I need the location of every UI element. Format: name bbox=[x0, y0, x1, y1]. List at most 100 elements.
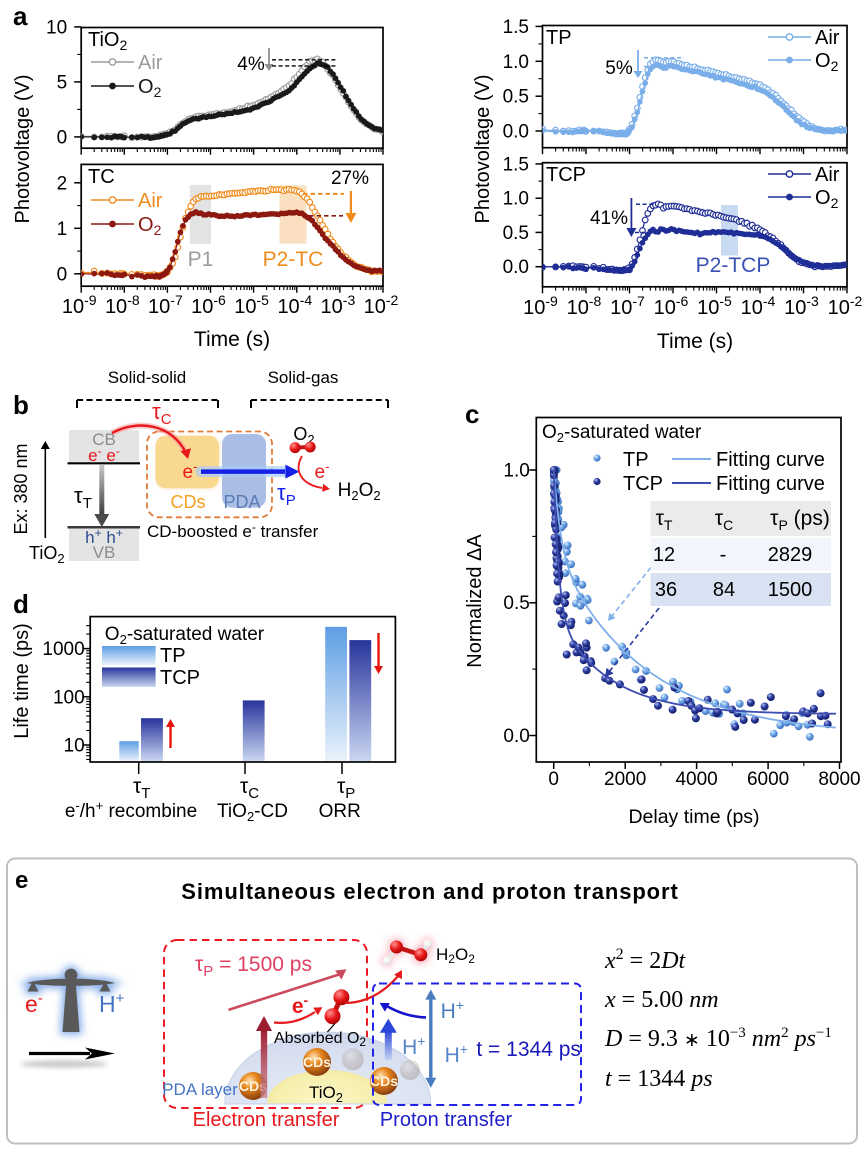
svg-text:TP: TP bbox=[546, 27, 572, 49]
svg-text:5: 5 bbox=[57, 72, 68, 93]
svg-text:H2O2: H2O2 bbox=[338, 480, 381, 503]
svg-text:Simultaneous electron and prot: Simultaneous electron and proton transpo… bbox=[181, 879, 678, 904]
svg-text:84: 84 bbox=[713, 579, 735, 601]
svg-text:2: 2 bbox=[57, 173, 68, 194]
svg-text:1500: 1500 bbox=[768, 579, 813, 601]
svg-text:CD-boosted e- transfer: CD-boosted e- transfer bbox=[147, 520, 319, 541]
svg-text:Absorbed O2: Absorbed O2 bbox=[274, 1030, 366, 1049]
svg-text:8000: 8000 bbox=[818, 769, 860, 790]
svg-text:Delay time (ps): Delay time (ps) bbox=[628, 806, 759, 828]
svg-text:τP = 1500 ps: τP = 1500 ps bbox=[195, 953, 312, 980]
svg-text:5%: 5% bbox=[605, 58, 633, 79]
svg-text:Photovoltage (V): Photovoltage (V) bbox=[472, 75, 494, 224]
svg-text:27%: 27% bbox=[331, 168, 369, 189]
svg-text:0: 0 bbox=[548, 769, 559, 790]
svg-text:CDs: CDs bbox=[239, 1078, 267, 1094]
svg-text:10-3: 10-3 bbox=[321, 292, 356, 318]
svg-text:d: d bbox=[13, 589, 29, 619]
svg-text:-: - bbox=[720, 544, 727, 566]
svg-text:Electron transfer: Electron transfer bbox=[193, 1109, 340, 1131]
svg-text:0.5: 0.5 bbox=[503, 223, 529, 244]
svg-text:Normalized ΔA: Normalized ΔA bbox=[464, 534, 486, 668]
svg-text:0.0: 0.0 bbox=[503, 122, 529, 143]
svg-text:t = 1344 ps: t = 1344 ps bbox=[605, 1066, 713, 1092]
svg-text:Air: Air bbox=[138, 190, 163, 212]
svg-text:6000: 6000 bbox=[747, 769, 789, 790]
svg-text:CB: CB bbox=[92, 430, 116, 449]
svg-text:D = 9.3 ∗ 10−3 nm2 ps−1: D = 9.3 ∗ 10−3 nm2 ps−1 bbox=[604, 1025, 832, 1052]
svg-text:Air: Air bbox=[815, 27, 840, 49]
svg-text:x = 5.00 nm: x = 5.00 nm bbox=[604, 987, 719, 1013]
svg-text:12: 12 bbox=[653, 544, 675, 566]
svg-text:CDs: CDs bbox=[303, 1054, 331, 1070]
svg-text:TP: TP bbox=[623, 449, 649, 471]
svg-text:TC: TC bbox=[88, 166, 115, 188]
svg-text:1000: 1000 bbox=[42, 639, 84, 660]
svg-text:e-/h+ recombine: e-/h+ recombine bbox=[65, 798, 197, 822]
svg-text:Air: Air bbox=[815, 164, 840, 186]
svg-text:41%: 41% bbox=[590, 208, 628, 229]
svg-text:e- e-: e- e- bbox=[88, 444, 120, 465]
svg-text:TCP: TCP bbox=[160, 667, 200, 689]
svg-text:t = 1344 ps: t = 1344 ps bbox=[476, 1038, 581, 1061]
svg-text:H2O2: H2O2 bbox=[436, 945, 475, 966]
svg-text:b: b bbox=[13, 390, 29, 420]
svg-text:10: 10 bbox=[46, 17, 67, 38]
svg-text:e: e bbox=[15, 867, 28, 894]
svg-text:1.0: 1.0 bbox=[503, 189, 529, 210]
svg-text:TiO2: TiO2 bbox=[309, 1083, 343, 1105]
svg-text:10-8: 10-8 bbox=[105, 292, 140, 318]
svg-text:1: 1 bbox=[57, 219, 68, 240]
svg-text:Time (s): Time (s) bbox=[194, 328, 270, 351]
svg-text:10-7: 10-7 bbox=[610, 293, 645, 319]
svg-text:0: 0 bbox=[57, 127, 68, 148]
svg-text:P2-TCP: P2-TCP bbox=[696, 254, 771, 277]
svg-text:O2-saturated water: O2-saturated water bbox=[105, 624, 265, 647]
svg-text:P1: P1 bbox=[188, 248, 214, 271]
svg-text:Photovoltage (V): Photovoltage (V) bbox=[12, 75, 34, 224]
svg-text:Air: Air bbox=[138, 52, 163, 74]
svg-text:0.0: 0.0 bbox=[503, 726, 529, 747]
svg-text:Proton transfer: Proton transfer bbox=[380, 1109, 513, 1131]
svg-text:4%: 4% bbox=[237, 54, 265, 75]
svg-text:TP: TP bbox=[160, 645, 186, 667]
svg-text:Fitting curve: Fitting curve bbox=[716, 473, 825, 495]
svg-text:TiO2: TiO2 bbox=[29, 543, 65, 566]
svg-text:x2 = 2Dt: x2 = 2Dt bbox=[604, 946, 687, 974]
svg-text:10: 10 bbox=[64, 736, 85, 757]
svg-text:Time (s): Time (s) bbox=[657, 330, 733, 353]
svg-text:Fitting curve: Fitting curve bbox=[716, 449, 825, 471]
svg-text:0: 0 bbox=[57, 264, 68, 285]
svg-text:0.5: 0.5 bbox=[503, 593, 529, 614]
svg-text:CDs: CDs bbox=[370, 1073, 398, 1089]
svg-text:h+ h+: h+ h+ bbox=[85, 526, 123, 547]
svg-text:10-6: 10-6 bbox=[191, 292, 226, 318]
svg-text:1.0: 1.0 bbox=[503, 461, 529, 482]
svg-text:TCP: TCP bbox=[623, 473, 663, 495]
svg-text:Ex: 380 nm: Ex: 380 nm bbox=[11, 443, 31, 534]
svg-text:Solid-solid: Solid-solid bbox=[108, 368, 186, 387]
svg-text:0.5: 0.5 bbox=[503, 87, 529, 108]
svg-text:1.5: 1.5 bbox=[503, 154, 529, 175]
svg-text:PDA: PDA bbox=[223, 492, 260, 512]
svg-text:1.5: 1.5 bbox=[503, 17, 529, 38]
svg-text:Life time (ps): Life time (ps) bbox=[11, 623, 33, 739]
svg-text:4000: 4000 bbox=[675, 769, 717, 790]
svg-text:PDA layer: PDA layer bbox=[162, 1080, 238, 1099]
svg-text:36: 36 bbox=[655, 579, 677, 601]
svg-text:CDs: CDs bbox=[171, 492, 206, 512]
svg-text:VB: VB bbox=[93, 543, 116, 562]
svg-text:c: c bbox=[465, 399, 479, 429]
svg-text:a: a bbox=[13, 1, 28, 31]
svg-text:P2-TC: P2-TC bbox=[263, 248, 324, 271]
svg-text:TiO2-CD: TiO2-CD bbox=[217, 801, 288, 824]
svg-text:Solid-gas: Solid-gas bbox=[268, 368, 339, 387]
svg-text:100: 100 bbox=[53, 687, 85, 708]
svg-text:O2-saturated water: O2-saturated water bbox=[542, 422, 702, 445]
svg-text:ORR: ORR bbox=[319, 801, 361, 822]
svg-text:2000: 2000 bbox=[604, 769, 646, 790]
svg-text:0.0: 0.0 bbox=[503, 257, 529, 278]
svg-text:10-5: 10-5 bbox=[234, 292, 269, 318]
svg-text:1.0: 1.0 bbox=[503, 52, 529, 73]
svg-text:TCP: TCP bbox=[546, 164, 586, 186]
